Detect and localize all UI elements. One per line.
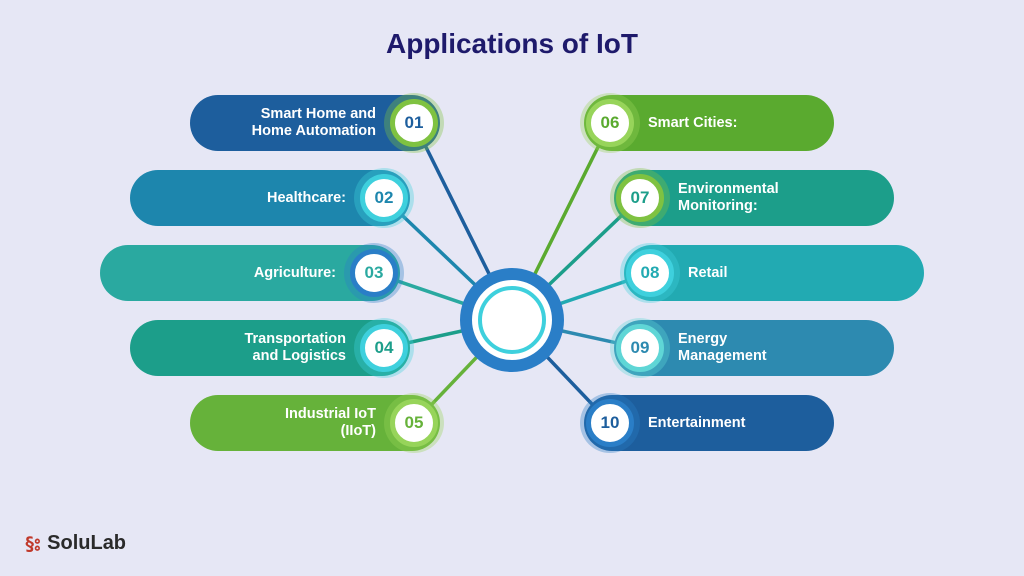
number-badge-01: 01 bbox=[390, 99, 438, 147]
number-text: 09 bbox=[631, 338, 650, 358]
number-text: 08 bbox=[641, 263, 660, 283]
page-title: Applications of IoT bbox=[0, 28, 1024, 60]
app-label: Agriculture: bbox=[254, 265, 336, 282]
app-label: Transportation and Logistics bbox=[244, 331, 346, 364]
brand-logo: §⦂ SoluLab bbox=[24, 532, 126, 555]
hub-inner-ring bbox=[478, 286, 546, 354]
number-text: 04 bbox=[375, 338, 394, 358]
app-label: Entertainment bbox=[648, 415, 746, 432]
infographic-canvas: Applications of IoT Smart Home and Home … bbox=[0, 0, 1024, 576]
number-text: 03 bbox=[365, 263, 384, 283]
logo-text: SoluLab bbox=[47, 532, 126, 555]
number-text: 07 bbox=[631, 188, 650, 208]
number-badge-02: 02 bbox=[360, 174, 408, 222]
number-badge-03: 03 bbox=[350, 249, 398, 297]
app-label: Energy Management bbox=[678, 331, 767, 364]
app-label: Industrial IoT (IIoT) bbox=[285, 406, 376, 439]
app-label: Environmental Monitoring: bbox=[678, 181, 779, 214]
logo-glyph-icon: §⦂ bbox=[24, 533, 39, 555]
app-label: Smart Cities: bbox=[648, 115, 737, 132]
number-badge-05: 05 bbox=[390, 399, 438, 447]
number-badge-10: 10 bbox=[586, 399, 634, 447]
app-label: Retail bbox=[688, 265, 728, 282]
number-text: 05 bbox=[405, 413, 424, 433]
number-badge-06: 06 bbox=[586, 99, 634, 147]
app-label: Smart Home and Home Automation bbox=[252, 106, 376, 139]
number-badge-09: 09 bbox=[616, 324, 664, 372]
number-text: 06 bbox=[601, 113, 620, 133]
number-text: 10 bbox=[601, 413, 620, 433]
number-badge-07: 07 bbox=[616, 174, 664, 222]
number-badge-04: 04 bbox=[360, 324, 408, 372]
number-badge-08: 08 bbox=[626, 249, 674, 297]
app-label: Healthcare: bbox=[267, 190, 346, 207]
number-text: 01 bbox=[405, 113, 424, 133]
number-text: 02 bbox=[375, 188, 394, 208]
